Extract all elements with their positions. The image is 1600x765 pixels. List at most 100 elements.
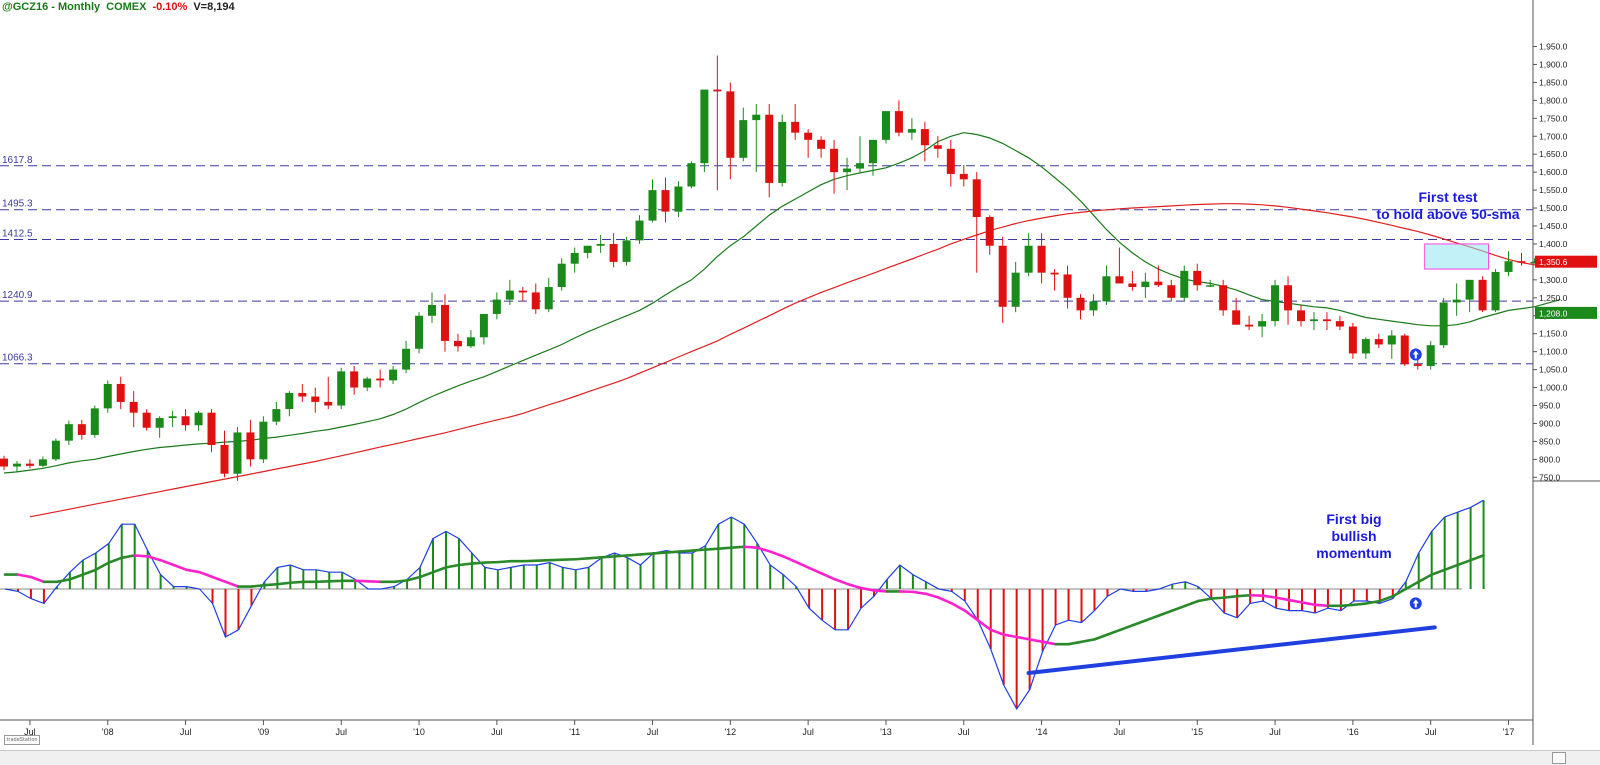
fib-level-label: 1412.5: [2, 228, 33, 239]
x-tick-label: '15: [1191, 727, 1203, 737]
exchange-label: COMEX: [106, 1, 146, 13]
candle-body: [156, 418, 164, 428]
candle-body: [791, 122, 799, 133]
signal-line-segment: [1030, 639, 1043, 641]
candle-body: [13, 464, 21, 467]
signal-line-segment: [1302, 602, 1315, 604]
signal-line-segment: [576, 558, 589, 559]
candle-body: [649, 190, 657, 221]
x-tick-label: '17: [1503, 727, 1515, 737]
signal-line-segment: [757, 548, 770, 552]
signal-line-segment: [1289, 600, 1302, 602]
x-tick-label: Jul: [647, 727, 659, 737]
candle-body: [1180, 271, 1188, 298]
candle-body: [1401, 335, 1409, 364]
candle-body: [1440, 302, 1448, 345]
signal-line-segment: [913, 592, 926, 594]
signal-line-segment: [1004, 635, 1017, 637]
signal-line-segment: [70, 575, 83, 580]
fib-level-label: 1066.3: [2, 353, 33, 364]
scroll-button[interactable]: [1552, 752, 1566, 764]
candle-body: [246, 432, 254, 459]
signal-line-segment: [446, 565, 459, 567]
candle-body: [584, 246, 592, 253]
candle-body: [104, 384, 112, 408]
candle-body: [1323, 319, 1331, 321]
fib-level-label: 1617.8: [2, 155, 33, 166]
candle-body: [1115, 276, 1123, 283]
macd-indicator: [0, 500, 1484, 709]
candle-body: [1089, 301, 1097, 310]
candle-body: [311, 397, 319, 402]
candle-body: [1193, 271, 1201, 285]
candle-body: [610, 244, 618, 262]
candle-body: [0, 459, 8, 467]
candle-body: [1025, 246, 1033, 273]
signal-line-segment: [848, 584, 861, 588]
candle-body: [843, 169, 851, 173]
candle-body: [389, 370, 397, 381]
signal-line-segment: [939, 598, 952, 604]
candle-body: [415, 316, 423, 349]
candle-body: [285, 393, 293, 409]
signal-line-segment: [83, 570, 96, 575]
candle-body: [739, 120, 747, 158]
signal-line-segment: [679, 551, 692, 552]
candle-body: [1064, 274, 1072, 297]
volume-label: V=8,194: [193, 1, 234, 13]
candle-body: [1479, 280, 1487, 311]
x-tick-label: Jul: [802, 727, 814, 737]
y-tick-label: 1,900.0: [1539, 59, 1568, 69]
tradestation-logo: tradeStation: [4, 735, 40, 745]
y-tick-label: 850.0: [1539, 436, 1561, 446]
y-tick-label: 1,300.0: [1539, 275, 1568, 285]
x-tick-label: '09: [258, 727, 270, 737]
candle-body: [52, 441, 60, 460]
signal-line-segment: [290, 582, 303, 583]
signal-line-segment: [1211, 598, 1224, 599]
candle-body: [687, 163, 695, 186]
candle-body: [558, 264, 566, 287]
candlesticks: [0, 55, 1538, 480]
candle-body: [713, 90, 721, 92]
first-test-line2: to hold above 50-sma: [1362, 206, 1534, 223]
momentum-annotation: First big bullish momentum: [1294, 511, 1414, 562]
y-tick-label: 1,100.0: [1539, 347, 1568, 357]
y-tick-label: 800.0: [1539, 454, 1561, 464]
signal-line-segment: [1471, 555, 1484, 560]
candle-body: [1219, 285, 1227, 310]
y-tick-label: 1,250.0: [1539, 293, 1568, 303]
signal-line-segment: [96, 563, 109, 570]
signal-line-segment: [705, 549, 718, 550]
candle-body: [1388, 335, 1396, 344]
signal-line-segment: [1341, 605, 1354, 606]
x-tick-label: '10: [413, 727, 425, 737]
signal-line-segment: [718, 548, 731, 549]
signal-line-segment: [31, 577, 44, 582]
signal-line-segment: [666, 552, 679, 553]
candle-body: [597, 244, 605, 246]
candle-body: [506, 291, 514, 300]
candle-body: [1141, 282, 1149, 287]
signal-line-segment: [18, 575, 31, 577]
signal-line-segment: [1094, 635, 1107, 640]
signal-line-segment: [200, 572, 213, 577]
horizontal-scrollbar[interactable]: [0, 750, 1600, 765]
candle-body: [1427, 345, 1435, 366]
signal-line-segment: [1146, 615, 1159, 620]
signal-line-segment: [692, 550, 705, 551]
signal-line-segment: [1354, 603, 1367, 604]
candle-body: [65, 424, 73, 441]
candle-body: [1505, 261, 1513, 272]
candle-body: [220, 445, 228, 474]
signal-line-segment: [615, 555, 628, 556]
candle-body: [208, 413, 216, 445]
signal-line-segment: [122, 555, 135, 557]
signal-line-segment: [1043, 642, 1056, 644]
candle-body: [765, 115, 773, 183]
signal-line-segment: [1120, 625, 1133, 630]
signal-line-segment: [1133, 620, 1146, 625]
